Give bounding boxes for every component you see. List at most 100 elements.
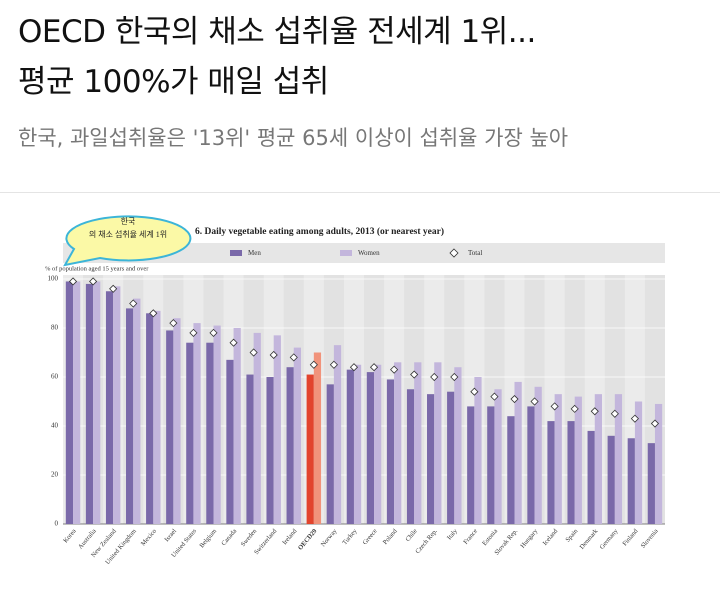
bar <box>474 377 482 524</box>
bar <box>193 323 201 524</box>
bar <box>366 372 375 524</box>
total-marker <box>550 402 559 411</box>
total-marker <box>590 407 599 416</box>
y-axis-label: % of population aged 15 years and over <box>45 265 149 272</box>
bar <box>434 362 442 524</box>
bar <box>514 381 522 524</box>
bar <box>567 421 575 524</box>
bar <box>634 401 643 524</box>
total-marker <box>510 394 519 404</box>
total-marker <box>490 392 499 401</box>
bar <box>353 364 362 524</box>
total-marker <box>229 338 238 347</box>
annotation-bubble <box>63 215 192 267</box>
bar <box>554 394 562 524</box>
total-marker <box>189 328 198 337</box>
bar <box>213 325 221 524</box>
legend-label: Men <box>248 249 261 257</box>
bar <box>153 310 161 524</box>
total-marker <box>149 309 158 318</box>
chart-title: 6. Daily vegetable eating among adults, … <box>195 226 444 237</box>
total-marker <box>470 387 479 396</box>
legend-bg <box>63 243 665 263</box>
bar <box>447 391 455 524</box>
bar <box>627 438 635 524</box>
y-tick-label: 100 <box>48 275 59 283</box>
bar <box>105 291 114 524</box>
total-marker <box>530 397 539 406</box>
bar <box>253 332 261 524</box>
total-marker <box>630 414 639 423</box>
total-marker <box>169 319 178 328</box>
total-marker <box>390 365 399 374</box>
bar <box>313 352 322 524</box>
bar <box>233 328 241 524</box>
bar <box>394 362 402 524</box>
bar <box>406 389 415 524</box>
legend-swatch <box>230 250 242 256</box>
total-marker <box>249 348 258 357</box>
bar <box>126 308 134 524</box>
bar <box>414 362 422 524</box>
bar <box>273 335 281 524</box>
total-marker <box>269 350 278 360</box>
total-marker <box>89 277 98 286</box>
bar <box>527 406 535 524</box>
y-tick-label: 80 <box>51 324 59 332</box>
bar <box>547 421 555 524</box>
legend-label: Total <box>468 249 482 257</box>
legend-marker <box>449 248 459 258</box>
bar <box>246 374 254 524</box>
y-tick-label: 40 <box>51 422 59 430</box>
bar <box>206 342 214 524</box>
bar <box>654 403 663 524</box>
bar <box>266 377 274 524</box>
bar <box>534 386 542 524</box>
bar <box>454 367 462 524</box>
y-tick-label: 60 <box>51 373 59 381</box>
bar <box>326 384 334 524</box>
total-marker <box>450 372 459 382</box>
bar <box>73 281 81 524</box>
total-marker <box>129 299 138 308</box>
bar <box>427 394 435 524</box>
bar <box>226 359 234 524</box>
bar <box>507 416 515 524</box>
bar <box>333 345 342 524</box>
annotation-text: 한국 <box>121 217 136 226</box>
bar <box>467 406 475 524</box>
bar <box>587 430 595 524</box>
legend-label: Women <box>358 249 380 257</box>
total-marker <box>349 363 359 372</box>
bar <box>293 347 301 524</box>
y-tick-label: 0 <box>55 520 59 528</box>
headline: 평균 100%가 매일 섭취 <box>18 64 329 100</box>
total-marker <box>570 404 579 413</box>
annotation-text: 의 채소 섭취율 세계 1위 <box>89 229 167 239</box>
bar <box>166 330 174 524</box>
bar <box>146 313 154 524</box>
total-marker <box>289 353 298 362</box>
bar <box>113 286 121 524</box>
legend-swatch <box>340 250 352 256</box>
total-marker <box>68 277 78 286</box>
total-marker <box>329 360 338 369</box>
y-tick-label: 20 <box>51 471 59 479</box>
bar <box>614 394 623 524</box>
bar <box>346 369 354 524</box>
bar <box>647 443 655 524</box>
bar <box>286 367 294 524</box>
headline: OECD 한국의 채소 섭취율 전세계 1위... <box>18 14 536 50</box>
bar <box>494 389 502 524</box>
total-marker <box>309 360 318 369</box>
total-marker <box>650 419 660 428</box>
bar <box>487 406 495 524</box>
bar <box>173 318 181 524</box>
total-marker <box>369 363 379 372</box>
bar <box>133 298 141 524</box>
total-marker <box>209 328 218 337</box>
bar <box>93 281 101 524</box>
bar <box>607 435 615 524</box>
bar <box>386 379 395 524</box>
